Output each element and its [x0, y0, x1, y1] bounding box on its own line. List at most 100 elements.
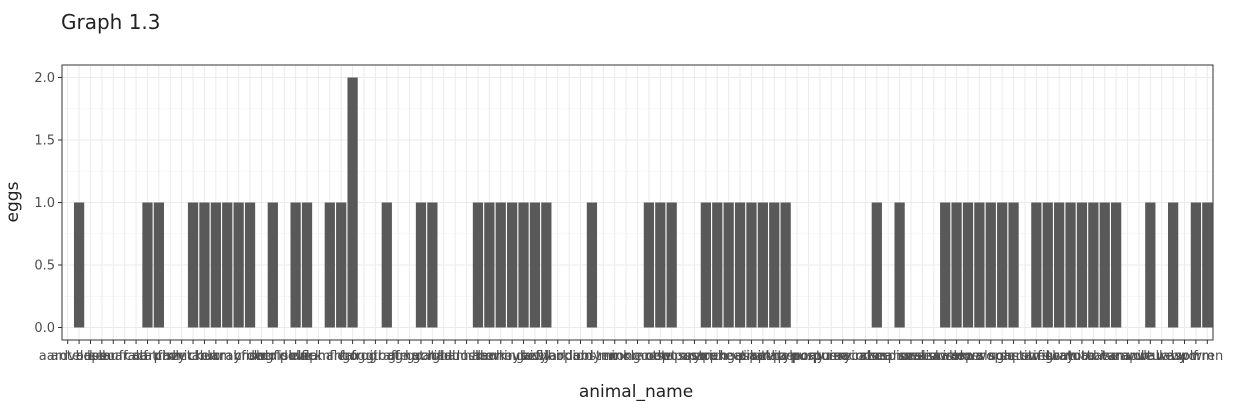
x-tick-label: giraffe: [366, 349, 408, 364]
x-tick-label: tuatara: [1081, 349, 1129, 364]
y-tick-label: 1.0: [34, 196, 55, 211]
x-tick-label: reindeer: [838, 349, 893, 364]
x-tick-label: sparrow: [988, 349, 1040, 364]
x-tick-label: lobster: [569, 349, 615, 364]
bar: [746, 202, 757, 328]
bar: [529, 202, 541, 328]
bar: [1111, 202, 1122, 328]
bar: [336, 202, 347, 328]
x-tick-label: frog: [351, 349, 377, 364]
bar: [997, 202, 1008, 328]
x-tick-label: scorpion: [861, 349, 916, 364]
x-tick-label: opossum: [654, 349, 713, 364]
x-tick-label: vampire: [1101, 349, 1154, 364]
x-tick-label: crow: [235, 349, 266, 364]
bar: [507, 202, 518, 328]
x-tick-label: crab: [213, 349, 242, 364]
bar: [199, 202, 210, 328]
bar: [233, 202, 244, 328]
x-tick-label: kiwi: [522, 349, 547, 364]
x-tick-label: mole: [610, 349, 642, 364]
bar: [347, 77, 358, 328]
x-tick-label: toad: [1067, 349, 1096, 364]
y-tick-label: 0.5: [34, 259, 55, 274]
x-tick-label: gnat: [395, 349, 425, 364]
x-tick-label: hamster: [440, 349, 495, 364]
bar: [1076, 202, 1088, 328]
x-tick-label: chicken: [168, 349, 217, 364]
bar: [290, 202, 301, 328]
x-tick-label: skua: [953, 349, 983, 364]
x-tick-label: elephant: [290, 349, 347, 364]
x-tick-label: cheetah: [155, 349, 208, 364]
y-tick-label: 2.0: [34, 71, 55, 86]
x-axis: aardvarkantelopebassbearboarbuffalocalfc…: [39, 340, 1223, 364]
x-tick-label: piranha: [738, 349, 788, 364]
x-tick-label: leopard: [545, 349, 594, 364]
x-tick-label: ladybird: [520, 349, 573, 364]
x-tick-label: squirrel: [1001, 349, 1050, 364]
bar: [187, 202, 199, 328]
x-axis-title: animal_name: [579, 382, 693, 401]
x-tick-label: pony: [792, 349, 824, 364]
x-tick-label: boar: [99, 349, 129, 364]
x-tick-label: haddock: [427, 349, 483, 364]
bar: [985, 202, 996, 328]
x-tick-label: wasp: [1156, 349, 1190, 364]
bar: [1088, 202, 1099, 328]
x-tick-label: porpoise: [792, 349, 848, 364]
x-tick-label: hare: [463, 349, 492, 364]
bar: [142, 202, 153, 328]
x-tick-label: stingray: [1021, 349, 1074, 364]
bar: [1145, 202, 1156, 328]
x-tick-label: rhea: [862, 349, 891, 364]
bar: [1099, 202, 1110, 328]
x-tick-label: dolphin: [260, 349, 308, 364]
bar: [301, 202, 313, 328]
bar: [871, 202, 882, 328]
x-tick-label: skimmer: [928, 349, 985, 364]
x-tick-label: flea: [329, 349, 353, 364]
x-tick-label: puma: [813, 349, 850, 364]
bar: [666, 202, 677, 328]
x-tick-label: wolf: [1171, 349, 1198, 364]
bar: [974, 202, 985, 328]
bar: [267, 202, 278, 328]
bar: [495, 202, 506, 328]
x-tick-label: vulture: [1127, 349, 1173, 364]
bar: [757, 202, 768, 328]
x-tick-label: aardvark: [39, 349, 97, 364]
x-tick-label: mongoose: [604, 349, 672, 364]
bar: [518, 202, 529, 328]
x-tick-label: clam: [200, 349, 231, 364]
x-tick-label: frog: [340, 349, 366, 364]
x-tick-label: gull: [432, 349, 456, 364]
x-tick-label: tuna: [1101, 349, 1131, 364]
bar: [723, 202, 734, 328]
x-tick-label: swan: [1042, 349, 1076, 364]
chart-title: Graph 1.3: [61, 10, 161, 34]
x-tick-label: starfish: [1012, 349, 1060, 364]
bar: [780, 202, 791, 328]
bar: [769, 202, 780, 328]
y-tick-label: 1.5: [34, 134, 55, 149]
x-tick-label: pitviper: [749, 349, 800, 364]
x-tick-label: carp: [133, 349, 162, 364]
x-tick-label: dove: [280, 349, 312, 364]
x-tick-label: tortoise: [1068, 349, 1118, 364]
x-tick-label: honeybee: [480, 349, 544, 364]
x-tick-label: deer: [247, 349, 277, 364]
x-tick-label: dogfish: [249, 349, 297, 364]
bar: [1190, 202, 1202, 328]
bar: [472, 202, 484, 328]
x-tick-label: goat: [406, 349, 435, 364]
x-tick-label: bass: [76, 349, 106, 364]
bar: [222, 202, 233, 328]
x-tick-label: parakeet: [688, 349, 746, 364]
x-tick-label: buffalo: [102, 349, 147, 364]
x-tick-label: pike: [738, 349, 765, 364]
x-tick-label: slowworm: [947, 349, 1012, 364]
x-tick-label: lark: [546, 349, 571, 364]
x-tick-label: pheasant: [710, 349, 771, 364]
bar: [894, 202, 905, 328]
